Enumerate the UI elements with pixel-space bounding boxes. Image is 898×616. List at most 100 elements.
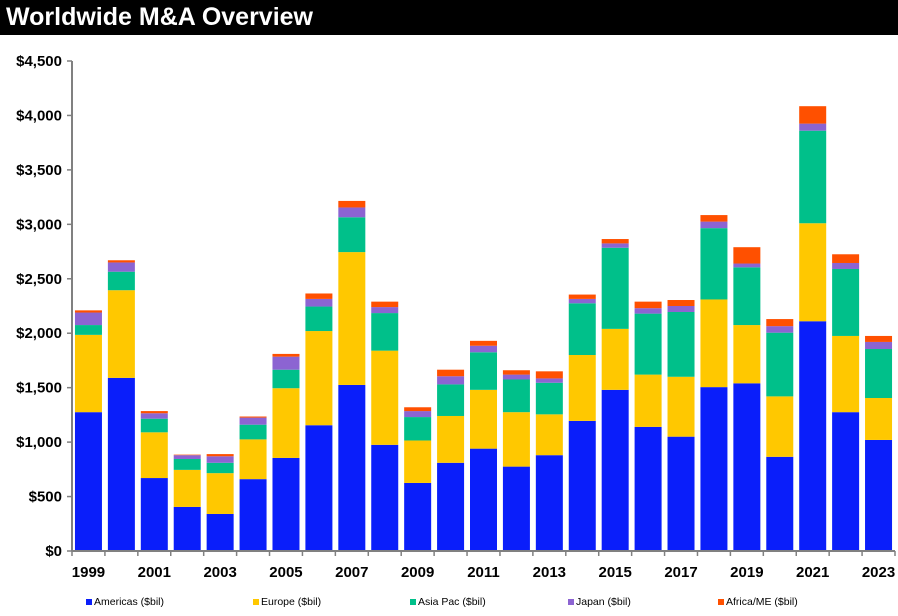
bar-2005-americas bbox=[272, 457, 300, 551]
bar-2005-asia bbox=[272, 369, 300, 389]
bar-2023-asia bbox=[865, 349, 893, 399]
x-tick-label: 2001 bbox=[138, 564, 171, 581]
bar-2010-africame bbox=[437, 369, 465, 377]
bar-2017-americas bbox=[667, 436, 695, 551]
y-tick-label: $1,500 bbox=[16, 380, 62, 397]
bar-2012-africame bbox=[502, 370, 530, 375]
legend-item: Europe ($bil) bbox=[253, 596, 321, 608]
bar-2003-asia bbox=[206, 462, 234, 474]
bar-2013-japan bbox=[535, 378, 563, 383]
bar-2010-americas bbox=[437, 462, 465, 551]
bar-2012-europe bbox=[502, 412, 530, 467]
bar-2018-asia bbox=[700, 228, 728, 300]
bar-2019-europe bbox=[733, 325, 761, 384]
bar-2011-americas bbox=[470, 448, 497, 551]
x-tick-label: 2003 bbox=[203, 564, 236, 581]
bar-2016-japan bbox=[634, 308, 662, 314]
bar-2001-africame bbox=[140, 411, 168, 414]
bar-2005-africame bbox=[272, 353, 300, 357]
legend-swatch bbox=[86, 599, 92, 605]
bar-2008-japan bbox=[371, 307, 399, 314]
y-tick-label: $1,000 bbox=[16, 434, 62, 451]
bar-2020-asia bbox=[766, 332, 794, 397]
legend-swatch bbox=[253, 599, 259, 605]
x-tick-label: 2017 bbox=[664, 564, 697, 581]
bar-2010-europe bbox=[437, 415, 465, 463]
bar-2004-africame bbox=[239, 416, 267, 418]
bar-2014-africame bbox=[568, 294, 596, 299]
bar-2011-japan bbox=[470, 345, 497, 353]
bar-2013-americas bbox=[535, 455, 563, 551]
bar-2019-asia bbox=[733, 267, 761, 326]
bar-1999-asia bbox=[74, 325, 102, 335]
bar-2010-japan bbox=[437, 376, 465, 385]
bar-2023-europe bbox=[865, 398, 893, 440]
x-tick-label: 2007 bbox=[335, 564, 368, 581]
y-tick-label: $4,500 bbox=[16, 53, 62, 70]
bar-2000-japan bbox=[107, 262, 135, 272]
bar-2014-europe bbox=[568, 355, 596, 421]
legend-label: Asia Pac ($bil) bbox=[418, 596, 486, 608]
bar-2004-japan bbox=[239, 417, 267, 425]
bar-2009-japan bbox=[404, 411, 432, 418]
bar-2003-americas bbox=[206, 513, 234, 551]
bar-2007-americas bbox=[338, 384, 366, 551]
bar-2015-africame bbox=[601, 239, 629, 244]
bar-2007-africame bbox=[338, 200, 366, 208]
bar-2002-africame bbox=[173, 454, 201, 456]
bar-2017-europe bbox=[667, 376, 695, 437]
legend-label: Europe ($bil) bbox=[261, 596, 322, 608]
x-tick-label: 2021 bbox=[796, 564, 829, 581]
bar-2001-europe bbox=[140, 432, 168, 479]
bar-2018-americas bbox=[700, 387, 728, 551]
bar-2001-americas bbox=[140, 478, 168, 551]
bar-2020-europe bbox=[766, 396, 794, 457]
chart-title: Worldwide M&A Overview bbox=[6, 3, 314, 31]
bar-2020-japan bbox=[766, 326, 794, 333]
bar-2013-africame bbox=[535, 371, 563, 379]
bar-2003-africame bbox=[206, 454, 234, 457]
bar-2007-japan bbox=[338, 207, 366, 218]
legend-label: Africa/ME ($bil) bbox=[726, 596, 798, 608]
y-tick-label: $3,000 bbox=[16, 216, 62, 233]
bar-2006-japan bbox=[305, 298, 333, 307]
bar-2012-americas bbox=[502, 466, 530, 551]
bar-2022-japan bbox=[832, 262, 860, 269]
y-tick-label: $3,500 bbox=[16, 162, 62, 179]
bar-2022-africame bbox=[832, 254, 860, 263]
bar-2011-europe bbox=[470, 389, 497, 449]
bar-2014-japan bbox=[568, 298, 596, 304]
legend-swatch bbox=[718, 599, 724, 605]
bar-2016-europe bbox=[634, 374, 662, 427]
bar-2012-japan bbox=[502, 374, 530, 380]
legend: Americas ($bil) Europe ($bil) Asia Pac ($b… bbox=[0, 596, 898, 612]
stacked-bar-chart: $0 $500 $1,000 $1,500 $2,000 $2,500 $3,000 $3,5… bbox=[16, 53, 896, 581]
bar-2016-africame bbox=[634, 301, 662, 309]
bar-2000-europe bbox=[107, 290, 135, 378]
bar-2022-europe bbox=[832, 335, 860, 413]
bar-2001-japan bbox=[140, 413, 168, 419]
bar-2015-asia bbox=[601, 247, 629, 329]
x-tick-label: 2015 bbox=[598, 564, 631, 581]
bar-2021-americas bbox=[799, 321, 827, 551]
bar-2001-asia bbox=[140, 418, 168, 433]
x-tick-label: 1999 bbox=[72, 564, 105, 581]
bar-2015-europe bbox=[601, 328, 629, 390]
bar-2017-japan bbox=[667, 306, 695, 312]
y-tick-label: $2,000 bbox=[16, 325, 62, 342]
bar-2011-asia bbox=[470, 352, 497, 390]
x-tick-label: 2023 bbox=[862, 564, 895, 581]
bar-2019-japan bbox=[733, 263, 761, 268]
bar-2007-asia bbox=[338, 217, 366, 253]
legend-label: Americas ($bil) bbox=[94, 596, 165, 608]
bar-2006-africame bbox=[305, 293, 333, 299]
bar-2021-asia bbox=[799, 130, 827, 224]
bar-2012-asia bbox=[502, 379, 530, 413]
bar-2022-americas bbox=[832, 412, 860, 551]
bar-2019-americas bbox=[733, 383, 761, 551]
bar-2023-japan bbox=[865, 341, 893, 350]
bar-2016-asia bbox=[634, 313, 662, 375]
x-tick-label: 2005 bbox=[269, 564, 302, 581]
bar-2023-americas bbox=[865, 439, 893, 551]
legend-swatch bbox=[410, 599, 416, 605]
